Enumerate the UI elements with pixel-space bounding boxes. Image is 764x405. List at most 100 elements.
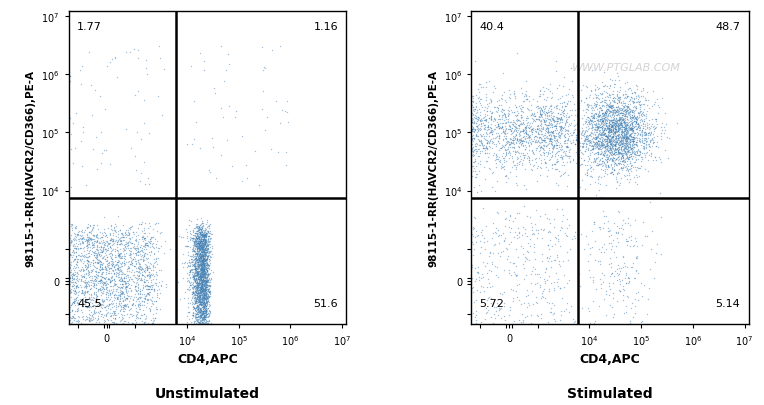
Point [621, 134, 633, 141]
Point [138, 293, 151, 299]
Point [197, 274, 209, 281]
Point [640, 111, 652, 117]
Point [118, 301, 131, 308]
Point [593, 303, 605, 309]
Point [105, 254, 118, 260]
Point [80, 297, 92, 303]
Point [187, 235, 199, 242]
Point [594, 151, 607, 158]
Point [195, 261, 207, 268]
Point [556, 94, 568, 100]
Point [470, 133, 482, 139]
Point [630, 239, 643, 245]
Point [64, 281, 76, 288]
Point [643, 127, 656, 133]
Point [100, 296, 112, 302]
Point [545, 117, 558, 124]
Point [77, 234, 89, 241]
Point [199, 251, 211, 258]
Point [192, 319, 204, 326]
Point [474, 81, 486, 88]
Point [144, 241, 156, 247]
Point [542, 116, 554, 123]
Point [578, 148, 591, 154]
Point [125, 261, 138, 268]
Point [70, 245, 83, 251]
Point [597, 167, 609, 173]
Point [191, 309, 203, 315]
Point [186, 235, 198, 241]
Point [137, 284, 149, 291]
Point [609, 130, 621, 136]
Point [603, 128, 615, 135]
Point [199, 287, 212, 294]
Point [538, 142, 550, 149]
Point [75, 253, 87, 259]
Point [607, 96, 619, 102]
Point [142, 286, 154, 292]
Point [592, 92, 604, 99]
Point [184, 245, 196, 251]
Point [196, 291, 208, 297]
Point [78, 237, 90, 243]
Point [201, 267, 213, 273]
Point [116, 269, 128, 276]
Point [562, 128, 574, 134]
Point [645, 130, 657, 136]
Point [620, 128, 633, 135]
Point [177, 275, 189, 282]
Point [196, 252, 209, 259]
Point [196, 317, 209, 324]
Point [568, 233, 581, 239]
Point [102, 281, 114, 288]
Point [545, 122, 558, 128]
Point [500, 256, 513, 263]
Point [189, 245, 201, 252]
Point [549, 119, 562, 126]
Point [149, 259, 161, 266]
Point [517, 126, 529, 132]
Point [200, 281, 212, 288]
Point [194, 276, 206, 283]
Point [199, 279, 212, 286]
Point [186, 281, 198, 287]
Point [617, 147, 630, 153]
Point [603, 110, 615, 117]
Point [508, 88, 520, 95]
Point [193, 307, 205, 313]
Point [115, 290, 128, 297]
Point [589, 145, 601, 151]
Point [196, 237, 209, 243]
Point [609, 144, 621, 150]
Point [510, 128, 523, 134]
Point [467, 113, 479, 119]
Point [610, 139, 622, 145]
Point [192, 282, 204, 288]
Point [193, 257, 206, 263]
Point [585, 119, 597, 125]
Point [600, 90, 612, 96]
Point [134, 286, 146, 292]
Point [191, 216, 203, 222]
Point [643, 132, 655, 139]
Point [594, 157, 606, 164]
Point [146, 286, 158, 292]
Point [612, 230, 624, 237]
Point [130, 250, 142, 257]
Point [89, 259, 101, 266]
Point [508, 144, 520, 151]
Point [101, 234, 113, 241]
Point [559, 139, 571, 145]
Point [610, 230, 622, 237]
Point [199, 247, 212, 253]
Point [592, 139, 604, 145]
Point [203, 294, 215, 301]
Point [204, 270, 216, 277]
Point [592, 132, 604, 139]
Point [597, 122, 609, 128]
Point [592, 146, 604, 153]
Point [191, 311, 203, 318]
Point [193, 245, 206, 252]
Point [632, 152, 644, 159]
Point [636, 318, 648, 324]
